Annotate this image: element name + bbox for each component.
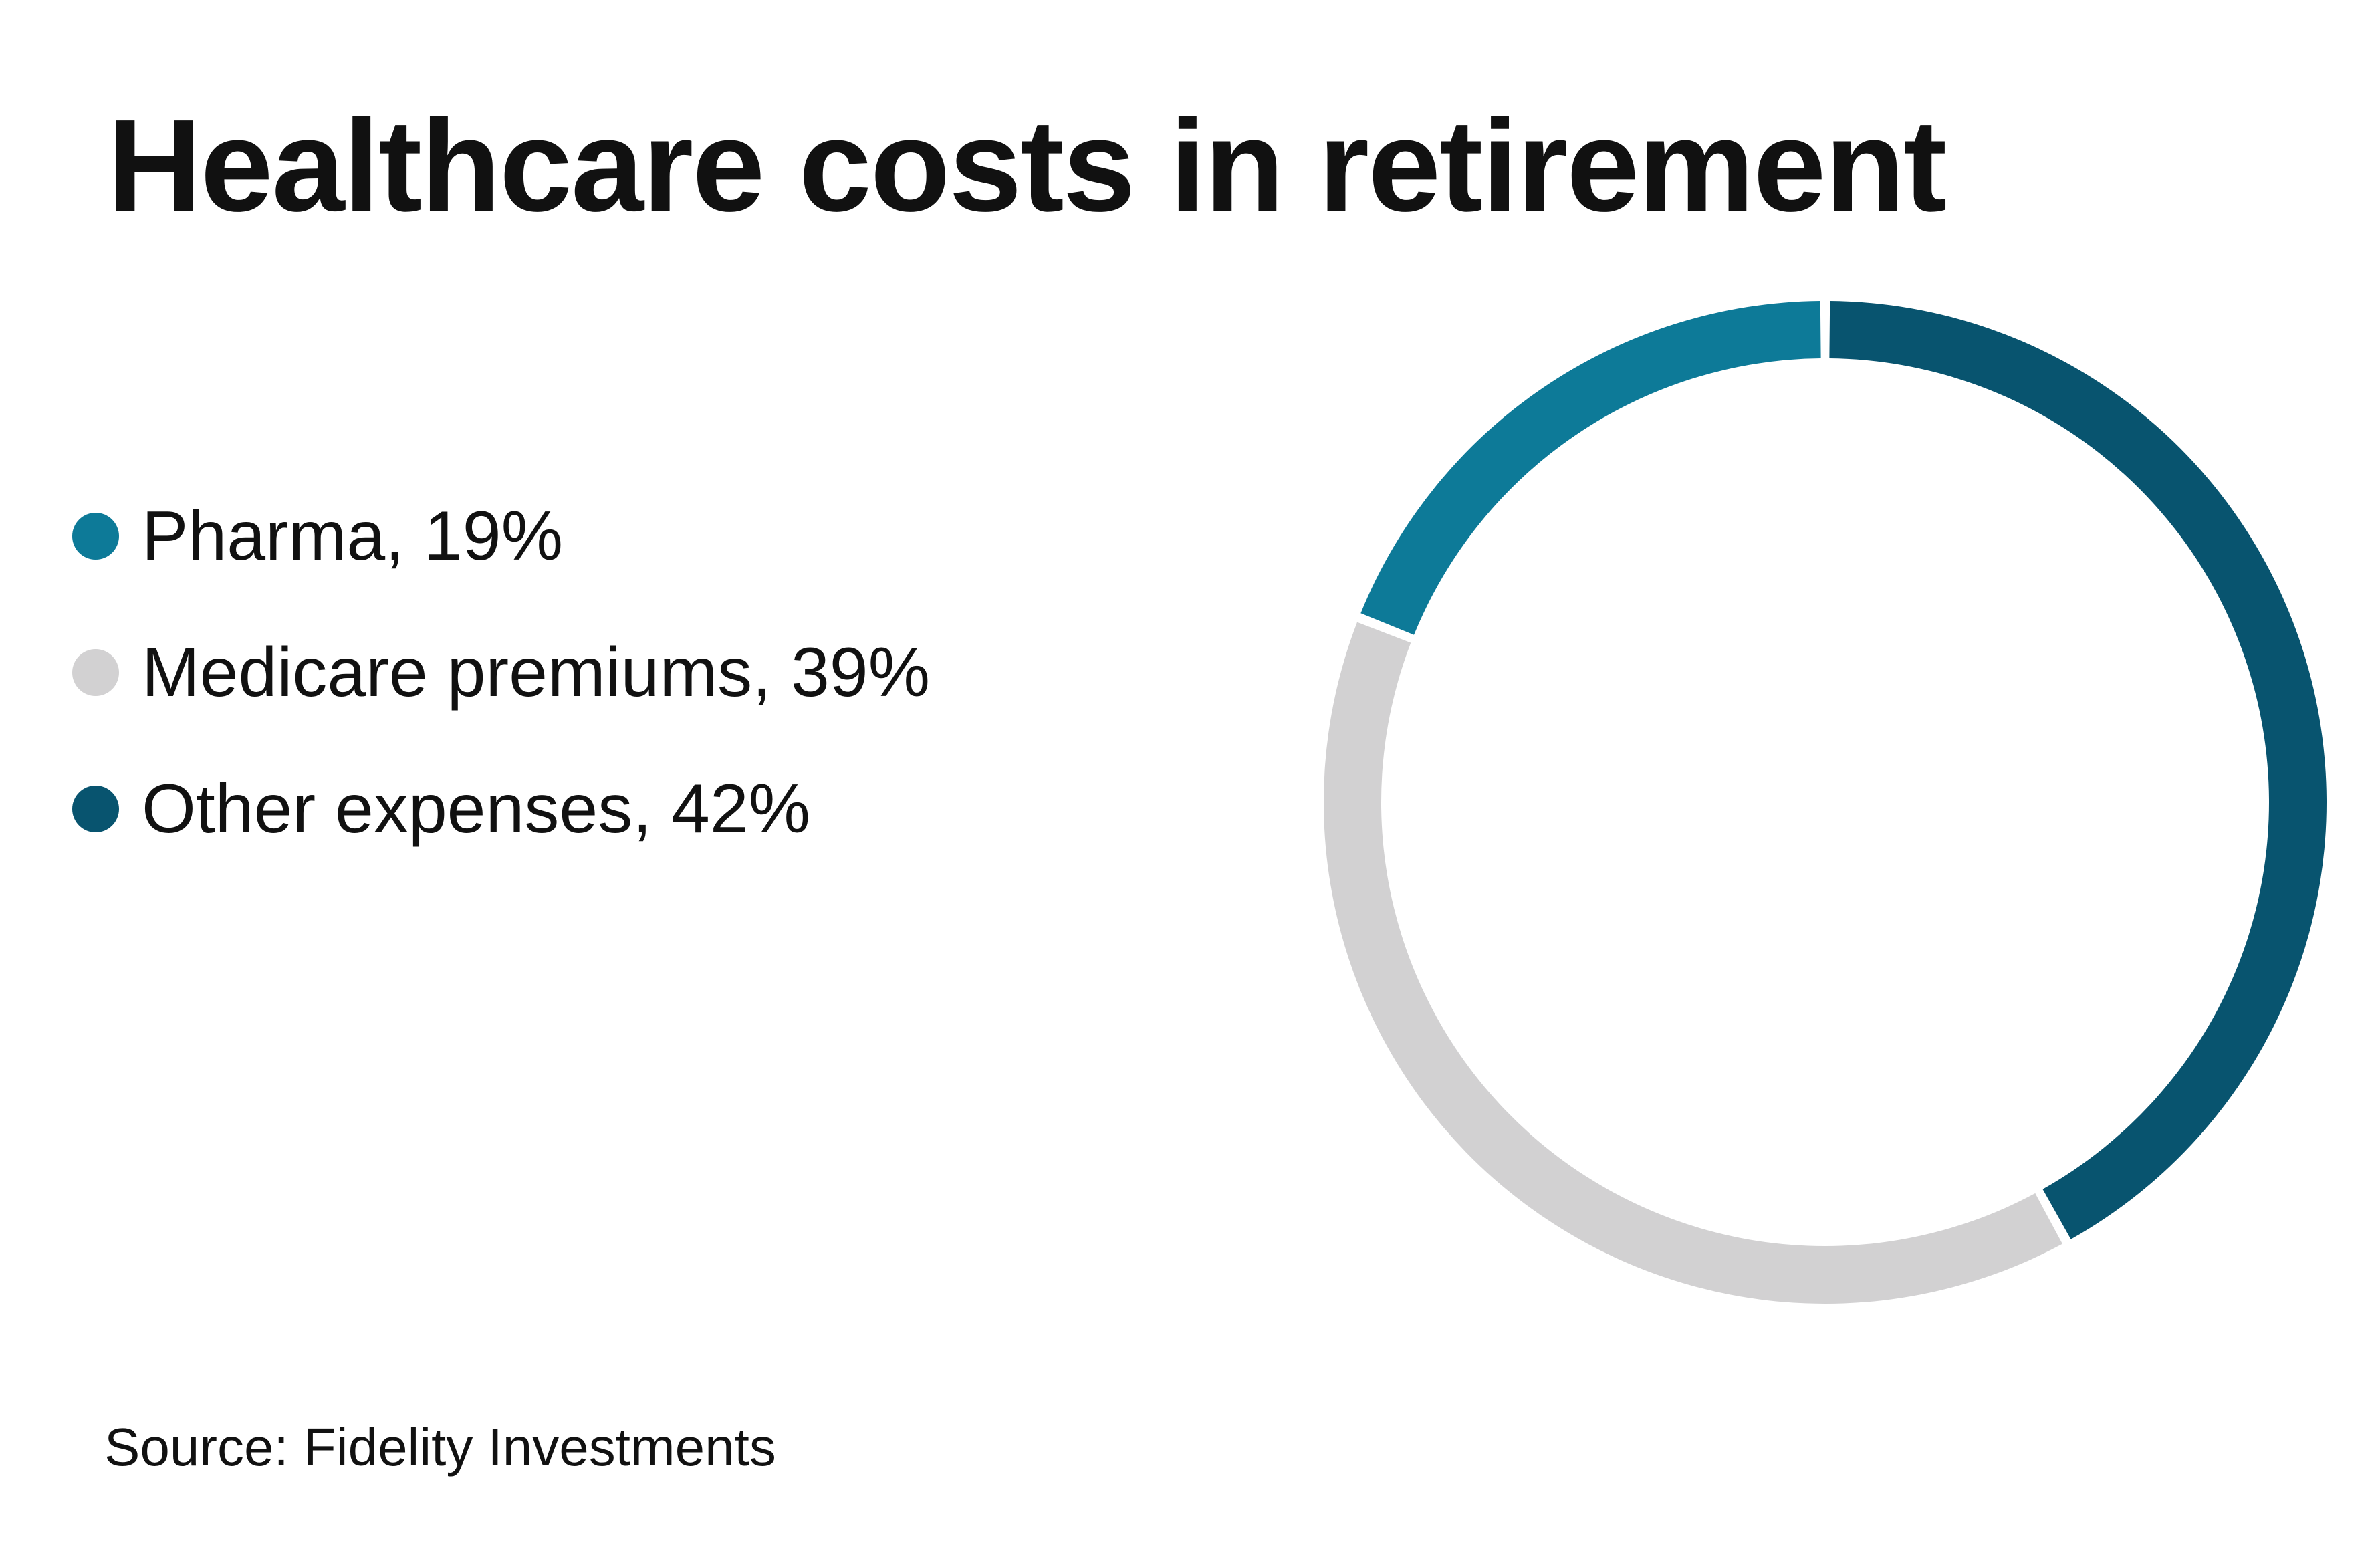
donut-slice-other-expenses	[1829, 301, 2327, 1239]
legend-label-pharma: Pharma, 19%	[142, 497, 564, 575]
legend-item-pharma: Pharma, 19%	[72, 468, 930, 604]
source-note: Source: Fidelity Investments	[104, 1417, 776, 1477]
donut-slice-medicare-premiums	[1323, 622, 2062, 1304]
legend-item-medicare-premiums: Medicare premiums, 39%	[72, 604, 930, 741]
legend-swatch-medicare-premiums	[72, 649, 119, 696]
legend-swatch-other-expenses	[72, 786, 119, 832]
legend-item-other-expenses: Other expenses, 42%	[72, 741, 930, 877]
chart-title: Healthcare costs in retirement	[107, 92, 1947, 239]
legend: Pharma, 19% Medicare premiums, 39% Other…	[72, 468, 930, 877]
donut-chart	[1323, 301, 2327, 1304]
legend-label-other-expenses: Other expenses, 42%	[142, 770, 811, 848]
legend-label-medicare-premiums: Medicare premiums, 39%	[142, 634, 931, 711]
legend-swatch-pharma	[72, 513, 119, 560]
donut-slice-pharma	[1360, 301, 1821, 635]
